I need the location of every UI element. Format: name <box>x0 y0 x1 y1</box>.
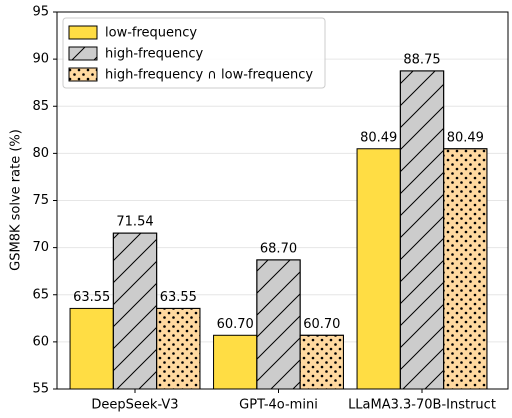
bar-hatch <box>256 259 301 390</box>
bar <box>356 148 401 390</box>
legend-label: high-frequency ∩ low-frequency <box>105 68 313 83</box>
value-label: 60.70 <box>217 317 254 332</box>
bar-hatch <box>299 334 344 390</box>
value-label: 68.70 <box>260 241 297 256</box>
y-tick-label: 70 <box>32 240 49 255</box>
y-tick-label: 85 <box>32 99 49 114</box>
value-label: 80.49 <box>360 130 397 145</box>
value-label: 63.55 <box>73 290 110 305</box>
bar-hatch <box>112 232 158 390</box>
bar-hatch <box>156 307 201 390</box>
legend-swatch-hatch <box>68 67 98 82</box>
value-label: 80.49 <box>447 130 484 145</box>
x-tick-label: DeepSeek-V3 <box>91 398 178 413</box>
y-tick-label: 65 <box>32 287 49 302</box>
value-label: 88.75 <box>403 52 440 67</box>
bar <box>69 307 114 390</box>
bar <box>213 334 258 390</box>
plot-frame <box>56 11 509 390</box>
legend-swatch-hatch <box>68 46 98 61</box>
legend-swatch <box>68 25 98 40</box>
legend-label: low-frequency <box>105 26 197 41</box>
value-label: 60.70 <box>303 317 340 332</box>
y-tick-label: 55 <box>32 382 49 397</box>
bar-hatch <box>443 148 488 390</box>
y-tick-label: 90 <box>32 52 49 67</box>
legend-label: high-frequency <box>105 47 204 62</box>
x-tick-label: LLaMA3.3-70B-Instruct <box>348 398 496 413</box>
x-tick-label: GPT-4o-mini <box>239 398 318 413</box>
y-axis-label: GSM8K solve rate (%) <box>9 129 24 271</box>
y-tick-label: 60 <box>32 334 49 349</box>
value-label: 71.54 <box>116 215 153 230</box>
value-label: 63.55 <box>160 290 197 305</box>
y-tick-label: 80 <box>32 146 49 161</box>
bar-hatch <box>399 70 445 390</box>
y-tick-label: 75 <box>32 193 49 208</box>
legend-box <box>62 17 326 89</box>
y-tick-label: 95 <box>32 5 49 20</box>
